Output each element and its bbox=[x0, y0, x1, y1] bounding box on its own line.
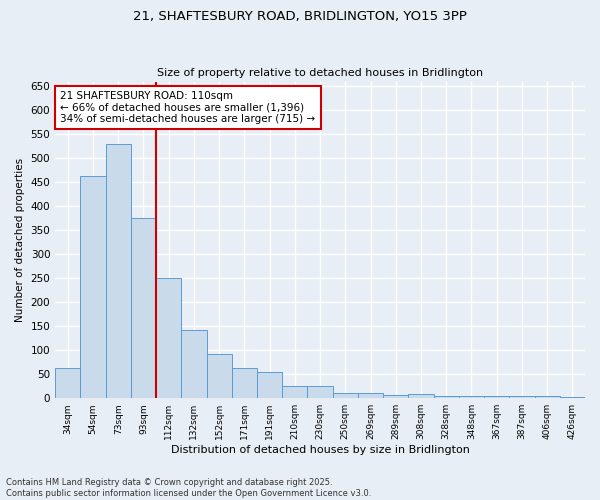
Bar bbox=[560, 397, 585, 398]
Bar bbox=[232, 368, 257, 398]
Bar bbox=[106, 144, 131, 398]
Bar bbox=[156, 278, 181, 398]
Bar bbox=[206, 354, 232, 398]
Bar bbox=[409, 394, 434, 398]
Bar bbox=[484, 396, 509, 398]
Bar bbox=[181, 330, 206, 398]
Bar bbox=[257, 372, 282, 398]
Bar bbox=[535, 396, 560, 398]
Bar bbox=[358, 393, 383, 398]
Title: Size of property relative to detached houses in Bridlington: Size of property relative to detached ho… bbox=[157, 68, 483, 78]
Bar bbox=[307, 386, 332, 398]
Bar bbox=[332, 393, 358, 398]
Bar bbox=[131, 218, 156, 398]
Bar bbox=[509, 396, 535, 398]
Bar bbox=[383, 396, 409, 398]
Y-axis label: Number of detached properties: Number of detached properties bbox=[15, 158, 25, 322]
Bar bbox=[434, 396, 459, 398]
Text: 21, SHAFTESBURY ROAD, BRIDLINGTON, YO15 3PP: 21, SHAFTESBURY ROAD, BRIDLINGTON, YO15 … bbox=[133, 10, 467, 23]
X-axis label: Distribution of detached houses by size in Bridlington: Distribution of detached houses by size … bbox=[170, 445, 470, 455]
Text: Contains HM Land Registry data © Crown copyright and database right 2025.
Contai: Contains HM Land Registry data © Crown c… bbox=[6, 478, 371, 498]
Bar bbox=[459, 396, 484, 398]
Bar bbox=[55, 368, 80, 398]
Text: 21 SHAFTESBURY ROAD: 110sqm
← 66% of detached houses are smaller (1,396)
34% of : 21 SHAFTESBURY ROAD: 110sqm ← 66% of det… bbox=[61, 91, 316, 124]
Bar bbox=[282, 386, 307, 398]
Bar bbox=[80, 176, 106, 398]
